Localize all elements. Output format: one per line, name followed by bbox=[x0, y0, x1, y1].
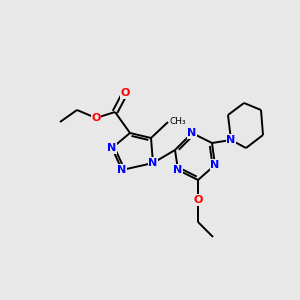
Text: N: N bbox=[173, 165, 183, 175]
Text: N: N bbox=[226, 135, 236, 145]
Text: O: O bbox=[120, 88, 130, 98]
Text: CH₃: CH₃ bbox=[170, 118, 187, 127]
Text: O: O bbox=[91, 113, 101, 123]
Text: N: N bbox=[210, 160, 220, 170]
Text: N: N bbox=[117, 165, 127, 175]
Text: N: N bbox=[148, 158, 158, 168]
Text: O: O bbox=[193, 195, 203, 205]
Text: N: N bbox=[188, 128, 196, 138]
Text: N: N bbox=[107, 143, 117, 153]
